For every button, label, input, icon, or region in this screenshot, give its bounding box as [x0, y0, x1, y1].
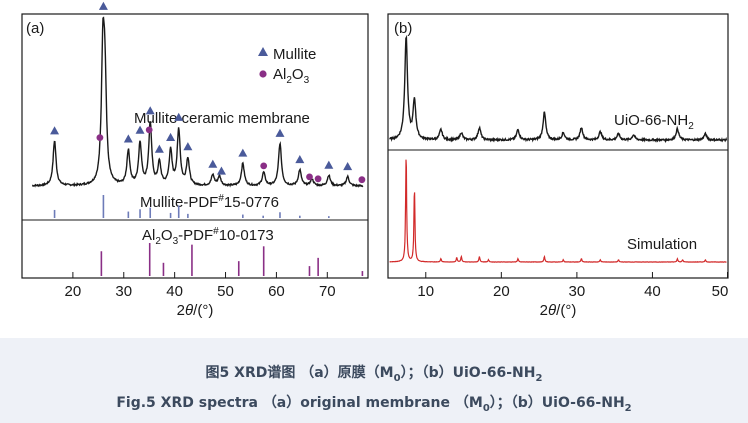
- legend-mullite-marker: [258, 47, 268, 56]
- panel-b-series: [389, 34, 728, 263]
- legend-mullite-label: Mullite: [273, 46, 316, 63]
- mullite-peak-marker-2: [123, 134, 133, 143]
- panel-b-x-ticks: 10 20 30 40 50: [417, 272, 728, 300]
- panel-a-xlabel: 2θ/(°): [177, 302, 214, 319]
- panel-b-label: (b): [394, 20, 412, 37]
- alumina-peak-marker-5: [358, 176, 366, 184]
- caption-chinese: 图5 XRD谱图 （a）原膜（M0）；（b）UiO-66-NH2: [205, 365, 543, 384]
- panel-b-tick-label-50: 50: [712, 283, 729, 300]
- alumina-peak-marker-3: [306, 173, 313, 181]
- panel-a-tick-label-40: 40: [166, 283, 183, 300]
- panel-b-tick-label-20: 20: [493, 283, 510, 300]
- caption-english: Fig.5 XRD spectra （a）original membrane （…: [116, 395, 632, 414]
- panel-a-tick-label-60: 60: [268, 283, 285, 300]
- mullite-peak-marker-12: [275, 128, 285, 137]
- mullite-peak-marker-1: [98, 1, 108, 10]
- label-uio66: UiO-66-NH2: [614, 112, 694, 132]
- trace-simulation: [389, 159, 727, 263]
- mullite-peak-marker-3: [135, 125, 145, 134]
- alumina-peak-marker-0: [96, 134, 104, 142]
- panel-b-frame: [387, 13, 729, 279]
- alumina-peak-marker-2: [260, 162, 268, 170]
- panel-b-xlabel: 2θ/(°): [540, 302, 577, 319]
- panel-a-x-ticks: 20 30 40 50 60 70: [65, 272, 336, 300]
- label-mullite-membrane: Mullite ceramic membrane: [134, 110, 310, 127]
- mullite-peak-marker-0: [50, 126, 60, 135]
- panel-a-legend: Mullite Al2O3: [258, 46, 316, 86]
- panel-b-tick-label-10: 10: [417, 283, 434, 300]
- mullite-peak-marker-6: [166, 132, 176, 142]
- panel-a-tick-label-50: 50: [217, 283, 234, 300]
- panel-a-tick-label-20: 20: [65, 283, 82, 300]
- panel-a-tick-label-30: 30: [115, 283, 132, 300]
- alumina-peak-marker-4: [314, 175, 322, 183]
- mullite-peak-marker-15: [343, 162, 353, 171]
- figure-caption: 图5 XRD谱图 （a）原膜（M0）；（b）UiO-66-NH2 Fig.5 X…: [0, 338, 748, 423]
- mullite-peak-marker-4: [145, 106, 155, 115]
- panel-b-tick-label-40: 40: [644, 283, 661, 300]
- panel-a-series: [32, 1, 366, 276]
- mullite-peak-marker-14: [324, 160, 334, 169]
- label-simulation: Simulation: [627, 236, 697, 253]
- trace-uio66-nh2: [389, 34, 728, 144]
- mullite-peak-marker-13: [295, 155, 305, 164]
- panel-a-tick-label-70: 70: [319, 283, 336, 300]
- mullite-peak-marker-11: [238, 148, 248, 157]
- panel-a-frame: [21, 13, 369, 279]
- alumina-peak-marker-1: [145, 126, 153, 134]
- xrd-figure: (a) Mullite Al2O3 Mullite ceramic membra…: [21, 1, 729, 319]
- xrd-chart-svg: (a) Mullite Al2O3 Mullite ceramic membra…: [21, 1, 729, 319]
- label-mullite-pdf: Mullite-PDF#15-0776: [140, 193, 279, 211]
- mullite-peak-marker-9: [208, 159, 218, 168]
- label-alumina-pdf: Al2O3-PDF#10-0173: [142, 226, 274, 247]
- panel-b-tick-label-30: 30: [569, 283, 586, 300]
- mullite-peak-marker-7: [174, 112, 184, 121]
- legend-alumina-label: Al2O3: [273, 66, 310, 86]
- mullite-peak-marker-10: [216, 166, 226, 175]
- mullite-peak-marker-5: [154, 144, 164, 153]
- panel-a-label: (a): [26, 20, 44, 37]
- legend-alumina-marker: [259, 70, 267, 78]
- mullite-peak-marker-8: [183, 142, 193, 151]
- trace-mullite-membrane: [32, 16, 364, 188]
